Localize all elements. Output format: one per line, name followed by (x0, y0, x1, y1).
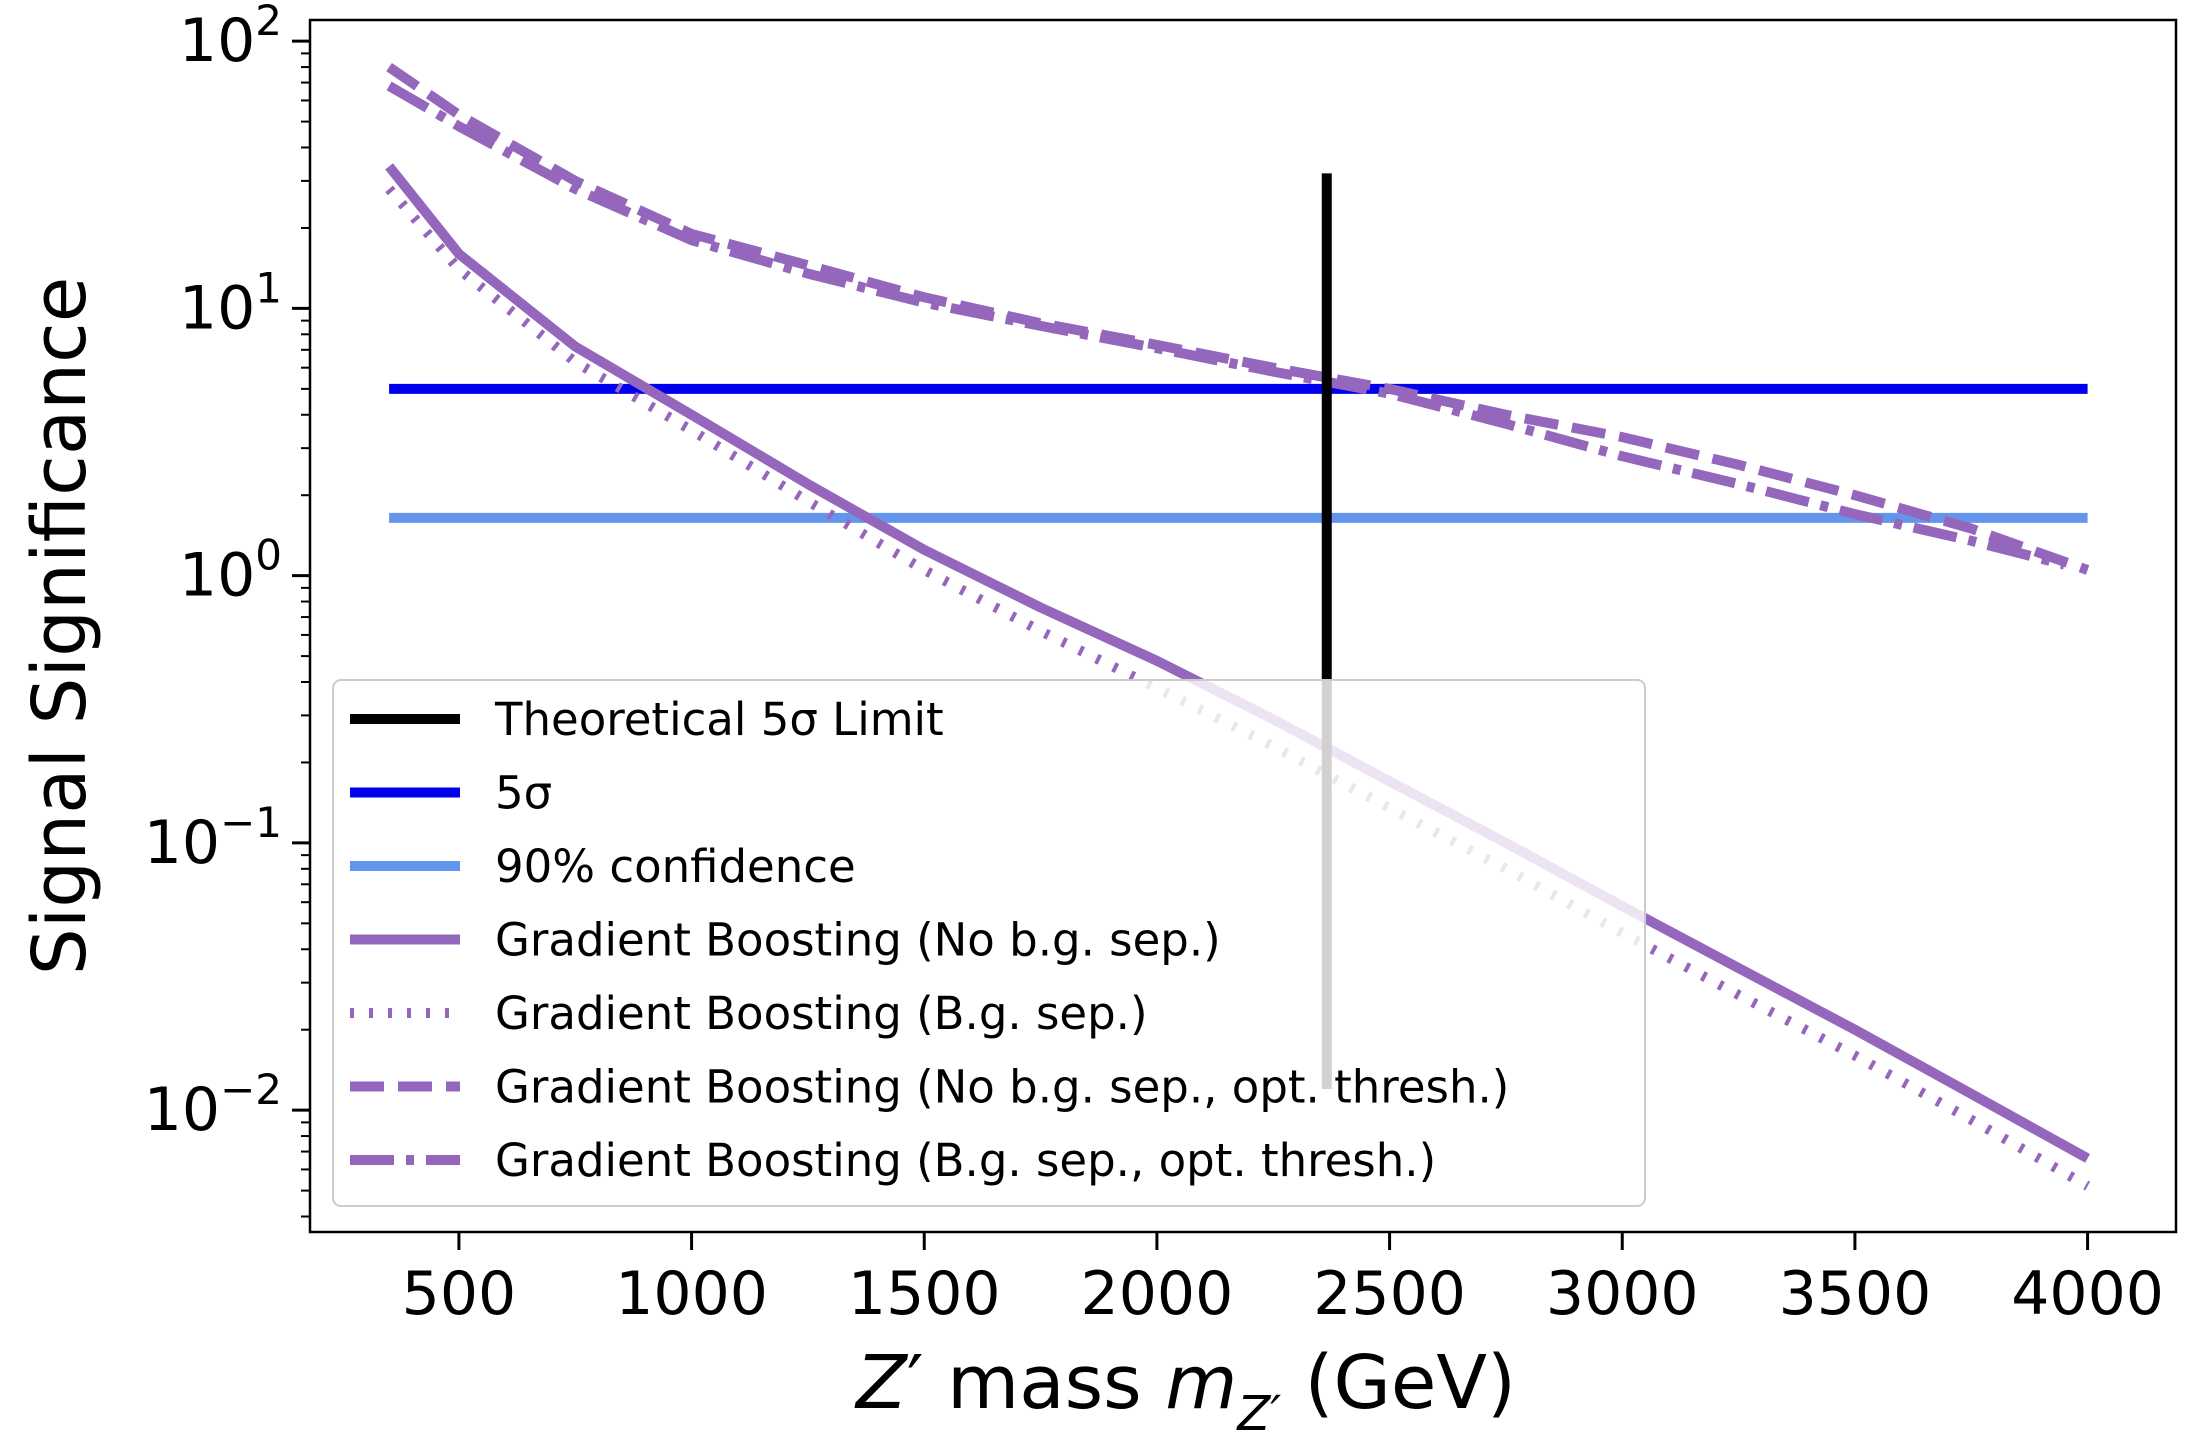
x-tick-label: 1500 (848, 1259, 1001, 1329)
series-line-Gradient Boosting (B.g. sep., opt. thresh.) (386, 81, 2066, 570)
y-tick-label: 10−2 (144, 1065, 282, 1145)
legend-label: Gradient Boosting (No b.g. sep., opt. th… (495, 1061, 1509, 1114)
x-tick-label: 500 (402, 1259, 517, 1329)
y-axis-label: Signal Significance (17, 277, 103, 976)
x-axis-label-subscript: Z′ (1235, 1386, 1281, 1442)
legend-box (332, 679, 1646, 1207)
y-tick-label: 100 (179, 531, 282, 611)
x-tick-label: 1000 (615, 1259, 768, 1329)
axes: 500 1000 1500 2000 2500 3000 3500 4000 102 101 100… (144, 0, 2164, 1329)
legend-label: Gradient Boosting (B.g. sep., opt. thres… (495, 1134, 1436, 1187)
legend-label: Gradient Boosting (B.g. sep.) (495, 987, 1148, 1040)
legend-label: 5σ (495, 767, 552, 820)
x-axis-label: Z′ mass mZ′ (GeV) (854, 1340, 1516, 1442)
legend-label: Theoretical 5σ Limit (494, 693, 944, 746)
x-axis-label-unit: (GeV) (1281, 1340, 1516, 1426)
y-tick-label: 101 (179, 263, 282, 343)
x-tick-label: 2500 (1313, 1259, 1466, 1329)
x-tick-label: 3000 (1546, 1259, 1699, 1329)
x-tick-label: 4000 (2011, 1259, 2164, 1329)
legend: Theoretical 5σ Limit 5σ 90% confidence Grad… (332, 679, 1646, 1207)
y-tick-label: 102 (179, 0, 282, 76)
x-tick-label: 2000 (1081, 1259, 1234, 1329)
legend-label: Gradient Boosting (No b.g. sep.) (495, 914, 1221, 967)
x-tick-label: 3500 (1779, 1259, 1932, 1329)
plot-frame (308, 18, 2178, 1234)
y-tick-label: 10−1 (144, 798, 282, 878)
legend-label: 90% confidence (495, 840, 856, 893)
